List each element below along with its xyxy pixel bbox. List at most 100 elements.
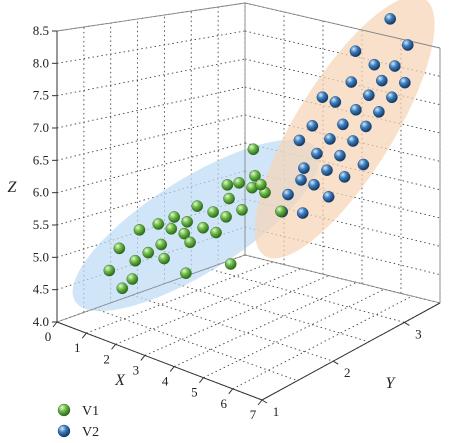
v2-point (350, 104, 362, 116)
v2-point (334, 149, 346, 162)
v2-point (399, 76, 411, 89)
v2-point (360, 120, 372, 133)
z-tick-label: 8.5 (33, 23, 49, 38)
v1-point (224, 258, 237, 270)
v2-point (376, 74, 388, 87)
v1-point (181, 216, 193, 228)
legend-marker-v1 (57, 403, 71, 417)
v2-point (311, 147, 323, 160)
v1-point (168, 211, 180, 223)
gridline-x-floor (115, 268, 301, 345)
gridline-y-floor (207, 267, 405, 323)
v1-point (247, 143, 260, 156)
v1-point (152, 218, 165, 230)
x-axis-line (56, 321, 263, 401)
v2-point (316, 91, 329, 103)
labels-layer: 4.0 4.5 5.0 5.5 6.0 6.5 7.0 7.5 8.0 8.5 0 1 2 3 4 5 6 7 1 2… (8, 23, 422, 422)
gridline-x-floor (173, 282, 357, 367)
v1-point (255, 178, 267, 191)
v1-point (236, 204, 248, 216)
v2-point (357, 158, 370, 171)
y-tick-label: 2 (344, 365, 351, 380)
y-axis-line (261, 302, 441, 401)
v2-point (386, 91, 398, 104)
v2-point (349, 45, 362, 58)
x-tick-label: 5 (191, 385, 198, 400)
x-tick-label: 2 (103, 351, 110, 366)
v1-point (275, 205, 287, 218)
v1-point (129, 254, 142, 267)
v1-point (180, 267, 192, 279)
floor-back-left-edge (56, 254, 246, 323)
v1-point (191, 200, 204, 212)
gridline-y-floor (132, 294, 334, 362)
v1-point (103, 264, 116, 277)
v2-point (295, 174, 307, 186)
z-axis-label: Z (8, 179, 18, 196)
x-tick-label: 7 (250, 407, 257, 422)
x-tick-label: 0 (45, 329, 52, 344)
z-tick-label: 4.0 (33, 314, 49, 329)
ellipse-layer (72, 0, 435, 312)
gridline-z-right (244, 226, 441, 276)
v1-point (142, 246, 155, 259)
gridline-y-floor (94, 308, 298, 382)
gridline-z-right (244, 198, 441, 247)
v2-point (329, 96, 342, 108)
x-tick-mark (228, 388, 234, 395)
gridline-x-floor (144, 275, 329, 356)
v1-point (233, 177, 245, 189)
v2-point (306, 120, 319, 132)
v1-point (165, 223, 178, 235)
gridline-z-left (56, 198, 246, 258)
x-tick-label: 3 (133, 362, 140, 377)
v1-point (220, 211, 232, 223)
v1-point (207, 206, 219, 218)
x-tick-mark (111, 343, 116, 350)
z-tick-label: 8.0 (33, 55, 49, 70)
y-tick-mark (332, 360, 339, 365)
gridline-z-left (56, 142, 246, 194)
v2-point (322, 191, 335, 203)
v1-point (221, 179, 234, 191)
v2-point (347, 135, 359, 147)
v1-point (126, 273, 139, 285)
v1-point (113, 242, 126, 255)
gridline-z-left (56, 86, 246, 129)
v2-point (384, 13, 397, 25)
x-axis-label: X (114, 372, 126, 389)
v2-point (298, 162, 310, 174)
legend-label-v1: V1 (82, 404, 99, 419)
z-tick-label: 5.5 (33, 217, 49, 232)
v2-confidence-ellipse (254, 0, 435, 259)
z-tick-label: 7.0 (33, 120, 49, 135)
v2-point (373, 106, 385, 118)
v1-point (210, 226, 222, 239)
x-tick-label: 4 (162, 374, 169, 389)
z-tick-label: 7.5 (33, 88, 49, 103)
y-axis-label: Y (386, 375, 397, 392)
v1-point (116, 282, 129, 295)
v2-point (324, 133, 336, 145)
v1-point (223, 192, 235, 205)
v2-point (389, 60, 401, 72)
z-tick-label: 6.0 (33, 185, 49, 200)
y-tick-label: 1 (273, 404, 280, 419)
v2-point (338, 171, 351, 183)
z-tick-label: 6.5 (33, 152, 49, 167)
x-tick-mark (257, 399, 263, 406)
v2-point (337, 118, 349, 131)
gridline-z-left (56, 30, 246, 64)
x-tick-label: 6 (220, 396, 227, 411)
v1-point (133, 224, 146, 236)
floor-back-right-edge (244, 254, 441, 304)
v2-point (321, 164, 333, 177)
gridline-x-floor (86, 261, 274, 334)
legend-marker-v2 (57, 424, 71, 438)
v1-point (184, 236, 196, 249)
v2-point (363, 89, 375, 102)
v2-point (368, 58, 381, 71)
x-tick-mark (140, 355, 146, 361)
gridline-z-left (56, 114, 246, 161)
gridline-y-floor (169, 281, 369, 343)
